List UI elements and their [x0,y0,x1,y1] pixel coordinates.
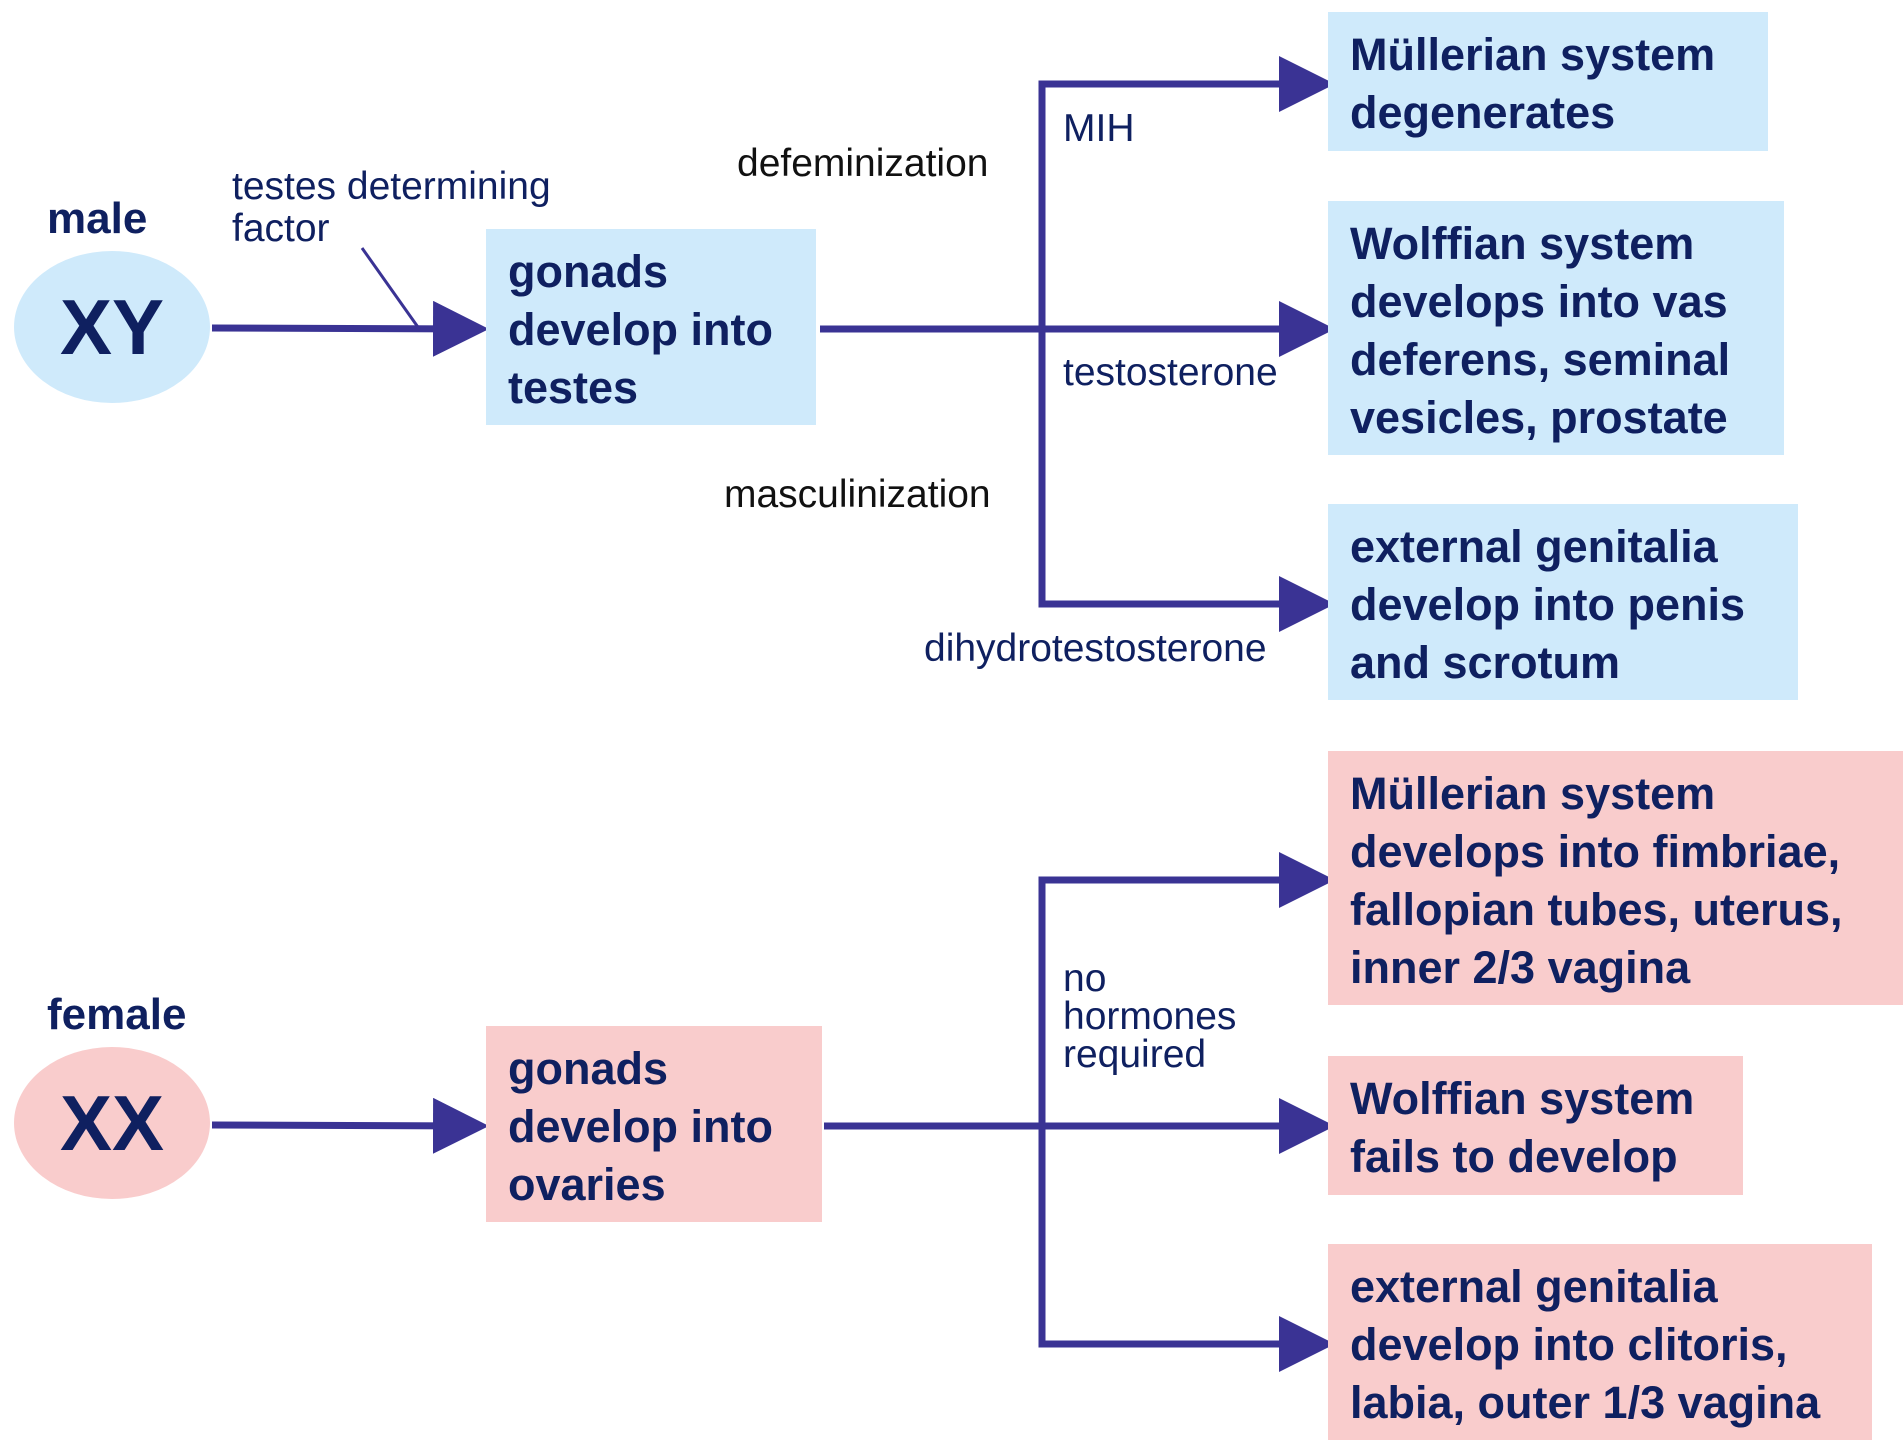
external-genitalia-male-box: external genitalia develop into penis an… [1328,504,1798,700]
mullerian-degenerates-box: Müllerian system degenerates [1328,12,1768,151]
box-line: deferens, seminal [1350,334,1731,385]
testes-determining-factor-label: testes determining factor [232,166,551,250]
female-branch-trunk [1038,852,1335,1126]
box-line: vesicles, prostate [1350,392,1728,443]
box-line: testes [508,362,639,413]
box-line: external genitalia [1350,1261,1718,1312]
dihydrotestosterone-label: dihydrotestosterone [924,627,1267,670]
male-branch-lower [1038,329,1335,632]
box-line: develop into penis [1350,579,1746,630]
box-line: develops into vas [1350,276,1728,327]
box-line: develop into [508,1101,774,1152]
xy-node: XY [14,251,210,403]
box-line: fallopian tubes, uterus, [1350,884,1843,935]
mih-label: MIH [1063,107,1135,150]
box-line: inner 2/3 vagina [1350,942,1691,993]
testosterone-label: testosterone [1063,351,1278,394]
defeminization-label: defeminization [737,142,989,185]
box-line: develop into clitoris, [1350,1319,1788,1370]
masculinization-label: masculinization [724,473,991,516]
box-line: Müllerian system [1350,29,1716,80]
label-line: no [1063,957,1107,1000]
xx-node: XX [14,1047,210,1199]
box-line: labia, outer 1/3 vagina [1350,1377,1821,1428]
box-line: Müllerian system [1350,768,1716,819]
male-label: male [47,194,148,243]
box-line: external genitalia [1350,521,1718,572]
male-branch-trunk [1038,56,1335,329]
box-line: gonads [508,1043,669,1094]
box-line: ovaries [508,1159,666,1210]
factor-pointer-line [360,247,422,331]
box-line: degenerates [1350,87,1616,138]
factor-label-line: factor [232,207,330,250]
label-line: hormones [1063,995,1237,1038]
label-line: required [1063,1033,1207,1076]
external-genitalia-female-box: external genitalia develop into clitoris… [1328,1244,1872,1440]
female-label: female [47,990,187,1039]
box-line: Wolffian system [1350,1073,1695,1124]
box-line: Wolffian system [1350,218,1695,269]
gonads-testes-box: gonads develop into testes [486,229,816,425]
wolffian-fails-box: Wolffian system fails to develop [1328,1056,1743,1195]
box-line: develops into fimbriae, [1350,826,1841,877]
box-line: and scrotum [1350,637,1621,688]
xy-to-testes-arrow [211,300,489,357]
no-hormones-required-label: no hormones required [1063,957,1237,1076]
mullerian-develops-box: Müllerian system develops into fimbriae,… [1328,751,1903,1005]
box-line: develop into [508,304,774,355]
wolffian-develops-box: Wolffian system develops into vas defere… [1328,201,1784,455]
female-branch-lower [1038,1126,1335,1372]
box-line: gonads [508,246,669,297]
factor-label-line: testes determining [232,165,551,208]
gonads-ovaries-box: gonads develop into ovaries [486,1026,822,1222]
xx-to-ovaries-arrow [211,1097,489,1154]
box-line: fails to develop [1350,1131,1678,1182]
